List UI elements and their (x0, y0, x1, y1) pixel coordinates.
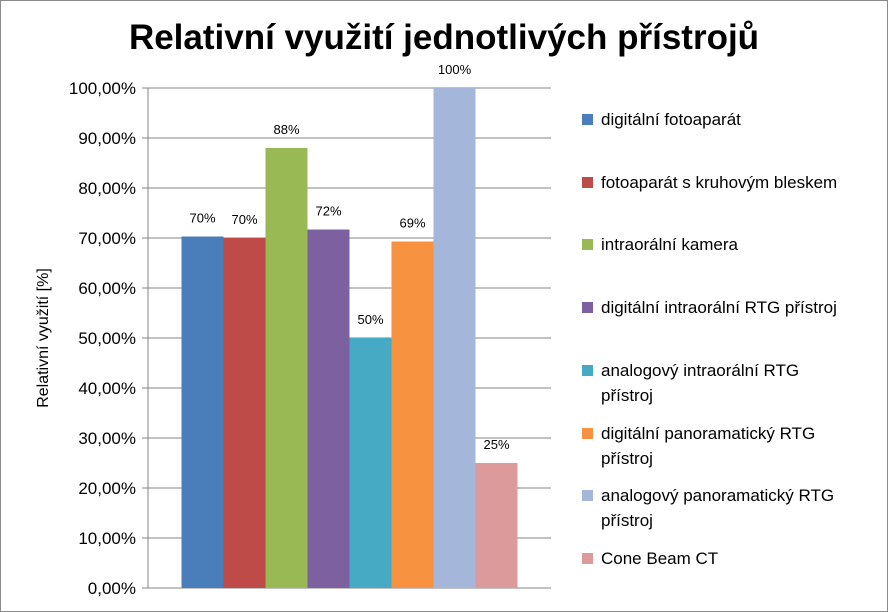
bar (265, 148, 308, 588)
data-label: 100% (438, 62, 472, 77)
legend-swatch (582, 114, 593, 125)
y-tick-label: 50,00% (78, 329, 136, 348)
y-tick-label: 100,00% (69, 79, 136, 98)
y-axis-label: Relativní využití [%] (35, 268, 52, 408)
bar (349, 338, 392, 588)
y-tick-label: 0,00% (88, 579, 136, 598)
data-label: 70% (189, 211, 215, 226)
legend-label: digitální intraorální RTG přístroj (601, 298, 837, 317)
legend-swatch (582, 490, 593, 501)
data-label: 69% (399, 216, 425, 231)
legend-label: analogový intraorální RTG přístroj (601, 361, 800, 405)
y-tick-label: 10,00% (78, 529, 136, 548)
bar (181, 236, 224, 588)
data-label: 72% (315, 204, 341, 219)
data-label: 70% (231, 212, 257, 227)
bar (307, 229, 350, 588)
y-tick-label: 90,00% (78, 129, 136, 148)
legend-label: digitální panoramatický RTG přístroj (601, 424, 816, 468)
legend-swatch (582, 177, 593, 188)
legend-swatch (582, 553, 593, 564)
bar (433, 88, 476, 588)
legend-label: fotoaparát s kruhovým bleskem (601, 173, 838, 192)
y-tick-label: 60,00% (78, 279, 136, 298)
data-label: 88% (273, 122, 299, 137)
y-tick-label: 20,00% (78, 479, 136, 498)
legend-swatch (582, 239, 593, 250)
bar (391, 241, 434, 588)
legend-label: analogový panoramatický RTG přístroj (601, 486, 835, 530)
bar (475, 463, 518, 588)
data-label: 25% (483, 437, 509, 452)
y-tick-label: 30,00% (78, 429, 136, 448)
chart-title: Relativní využití jednotlivých přístrojů (128, 18, 760, 57)
legend-label: digitální fotoaparát (601, 110, 741, 129)
y-tick-label: 70,00% (78, 229, 136, 248)
legend-swatch (582, 302, 593, 313)
legend-label: Cone Beam CT (601, 549, 719, 568)
bar (223, 238, 266, 588)
legend-label: intraorální kamera (601, 235, 739, 254)
y-tick-label: 80,00% (78, 179, 136, 198)
data-label: 50% (357, 312, 383, 327)
legend-swatch (582, 365, 593, 376)
legend-swatch (582, 428, 593, 439)
y-tick-label: 40,00% (78, 379, 136, 398)
